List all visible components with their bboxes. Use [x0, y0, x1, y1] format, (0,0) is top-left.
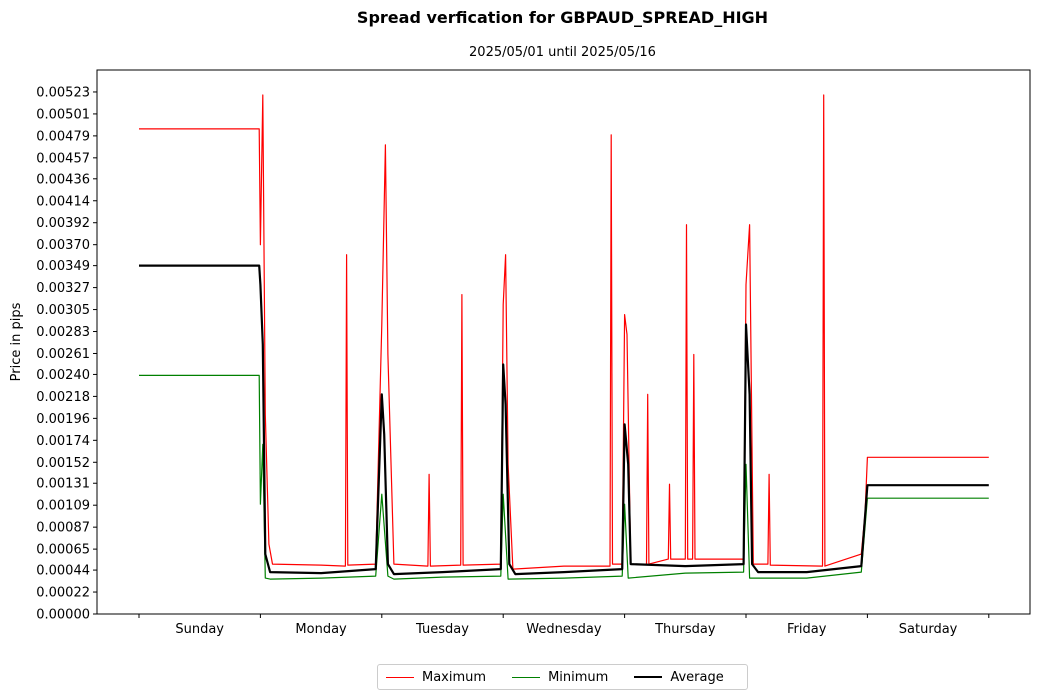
x-tick-label: Tuesday	[415, 622, 469, 637]
legend-item-average: Average	[634, 669, 724, 685]
y-tick-label: 0.00457	[36, 151, 90, 166]
y-tick-label: 0.00174	[36, 434, 90, 449]
y-tick-label: 0.00392	[36, 216, 90, 231]
legend-item-minimum: Minimum	[512, 670, 608, 685]
legend-swatch-average	[634, 676, 663, 678]
plot-frame	[96, 69, 1031, 615]
y-tick-label: 0.00152	[36, 456, 90, 471]
series-line-minimum	[139, 374, 989, 580]
legend-item-maximum: Maximum	[386, 670, 486, 685]
y-tick-label: 0.00240	[36, 368, 90, 383]
y-tick-label: 0.00131	[36, 477, 90, 492]
legend: Maximum Minimum Average	[377, 664, 748, 690]
chart-title: Spread verfication for GBPAUD_SPREAD_HIG…	[356, 8, 769, 27]
y-tick-label: 0.00479	[36, 129, 90, 144]
y-tick-label: 0.00065	[36, 543, 90, 558]
x-tick-label: Thursday	[654, 622, 716, 637]
y-tick-label: 0.00370	[36, 238, 90, 253]
x-tick-label: Monday	[295, 622, 347, 637]
y-tick-label: 0.00305	[36, 303, 90, 318]
y-tick-label: 0.00044	[36, 564, 90, 579]
legend-label-average: Average	[670, 669, 724, 685]
x-tick-label: Friday	[787, 622, 827, 637]
y-tick-label: 0.00261	[36, 347, 90, 362]
y-tick-label: 0.00349	[36, 259, 90, 274]
y-tick-label: 0.00022	[36, 586, 90, 601]
y-tick-label: 0.00087	[36, 521, 90, 536]
legend-swatch-maximum	[386, 676, 414, 678]
chart-subtitle: 2025/05/01 until 2025/05/16	[469, 45, 656, 60]
y-tick-label: 0.00523	[36, 85, 90, 100]
y-tick-label: 0.00283	[36, 325, 90, 340]
x-tick-label: Sunday	[175, 622, 224, 637]
x-tick-label: Saturday	[899, 622, 958, 637]
y-axis-label: Price in pips	[9, 302, 24, 381]
y-tick-label: 0.00501	[36, 107, 90, 122]
y-tick-label: 0.00000	[36, 608, 90, 623]
x-tick-label: Wednesday	[526, 622, 602, 637]
legend-swatch-minimum	[512, 676, 541, 678]
y-tick-label: 0.00436	[36, 172, 90, 187]
y-tick-label: 0.00196	[36, 412, 90, 427]
y-tick-label: 0.00327	[36, 281, 90, 296]
y-tick-label: 0.00414	[36, 194, 90, 209]
legend-label-maximum: Maximum	[422, 669, 487, 685]
series-line-average	[139, 264, 989, 576]
y-tick-label: 0.00218	[36, 390, 90, 405]
legend-label-minimum: Minimum	[548, 669, 609, 685]
series-line-maximum	[139, 94, 989, 570]
y-tick-label: 0.00109	[36, 499, 90, 514]
